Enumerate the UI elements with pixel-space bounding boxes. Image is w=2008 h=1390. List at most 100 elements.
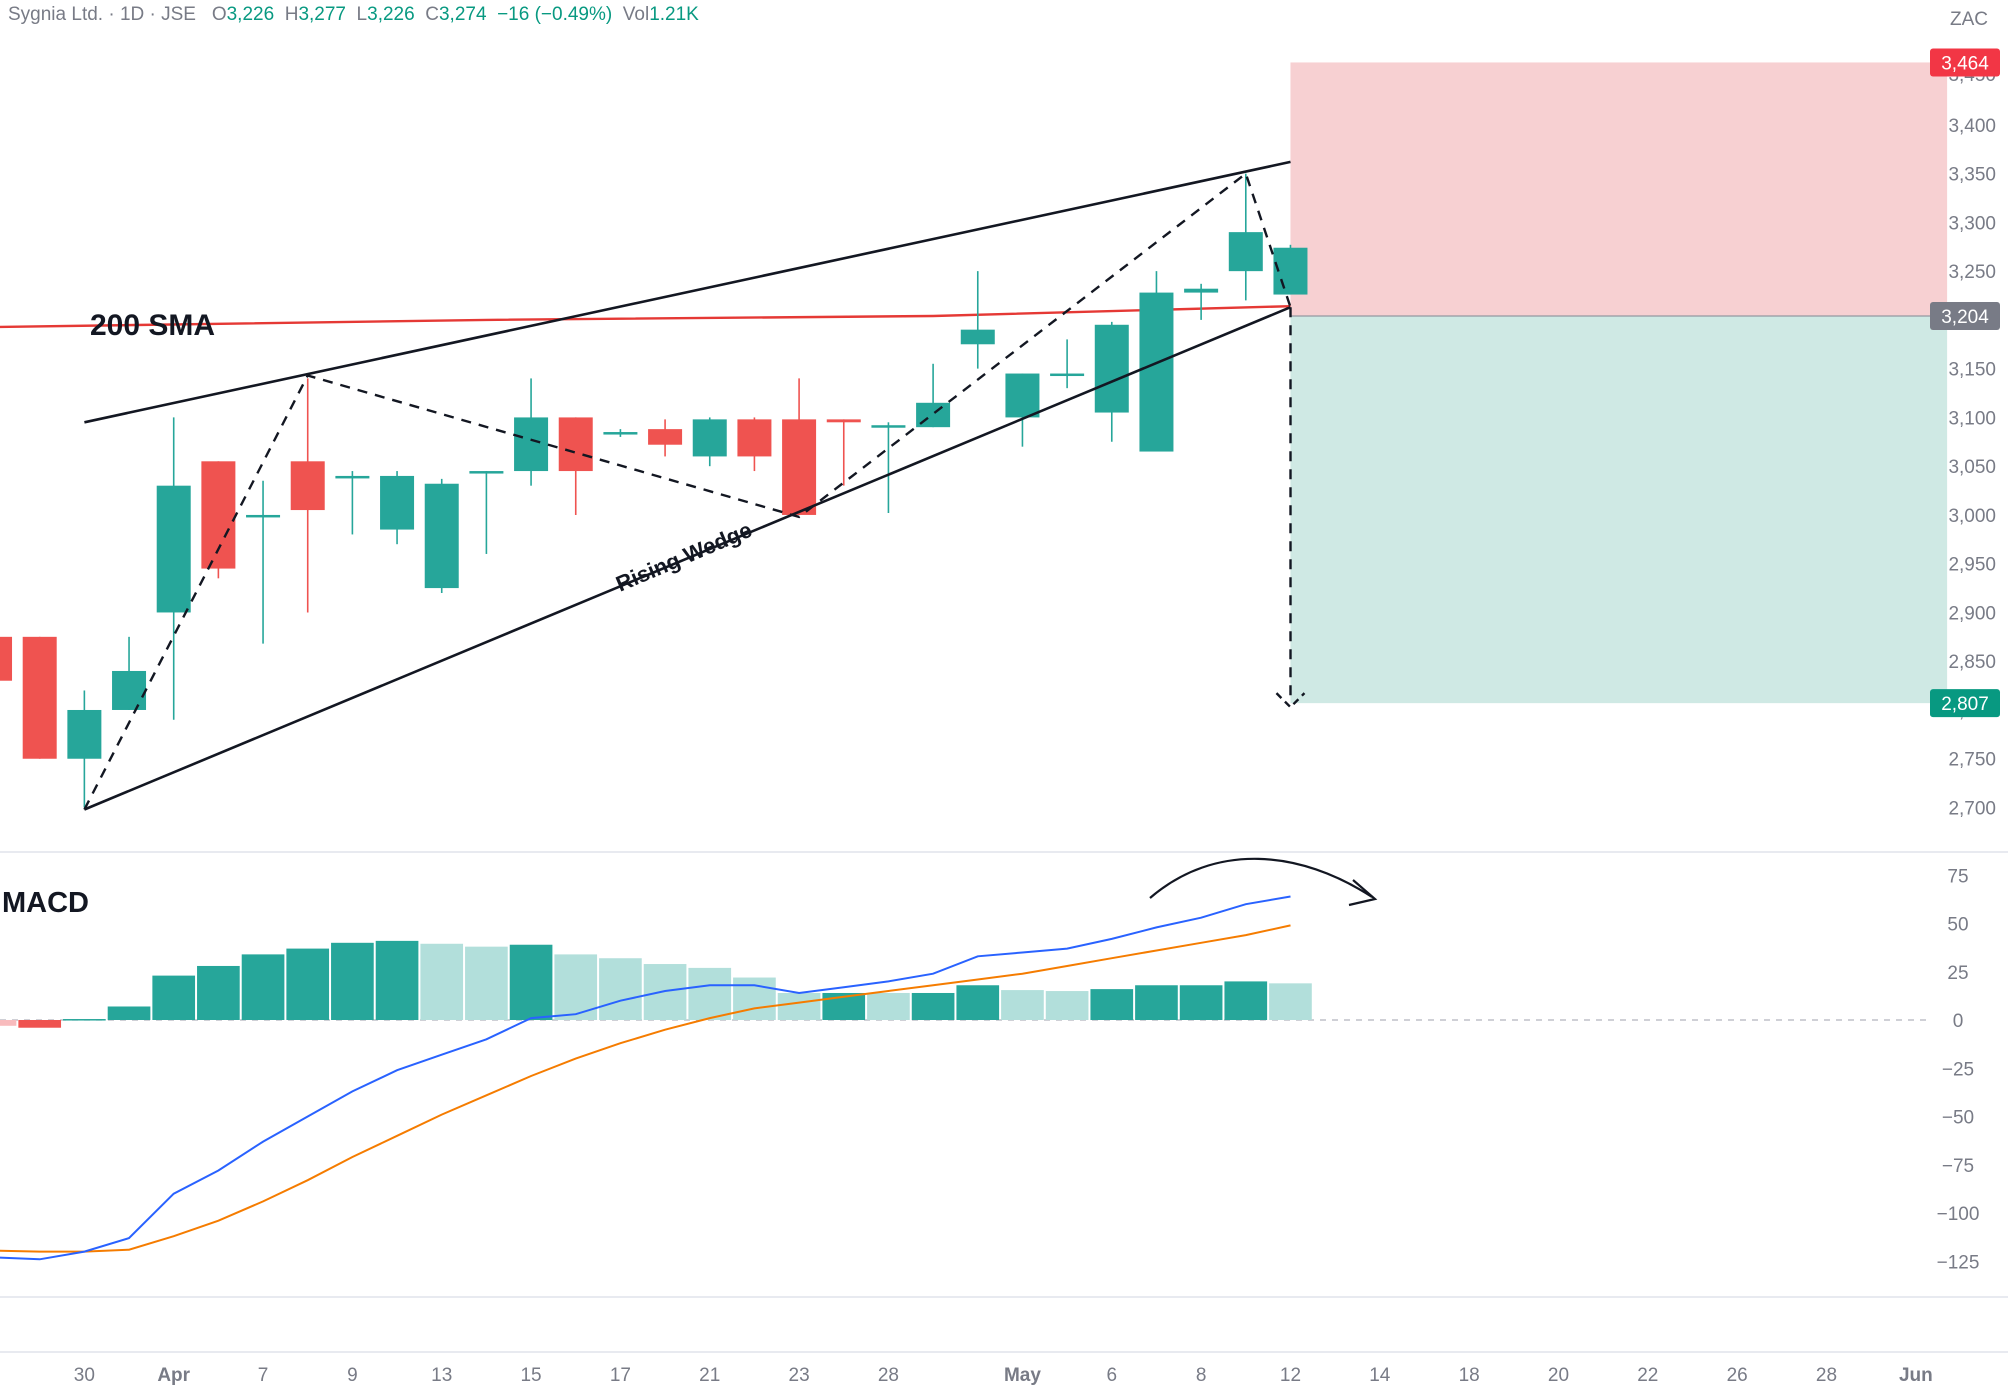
candle-body bbox=[1050, 373, 1085, 377]
candle bbox=[335, 471, 370, 535]
time-tick-label: 22 bbox=[1637, 1365, 1658, 1386]
price-tick-label: 3,400 bbox=[1948, 116, 1996, 137]
candle bbox=[826, 419, 861, 486]
time-tick-label: 13 bbox=[431, 1365, 452, 1386]
histogram-bar bbox=[911, 992, 955, 1020]
price-tick-label: 3,300 bbox=[1948, 213, 1996, 234]
histogram-bar bbox=[1135, 985, 1178, 1020]
time-tick-label: Jun bbox=[1899, 1365, 1933, 1386]
pane-separators bbox=[0, 851, 2008, 1353]
macd-title: MACD bbox=[2, 887, 89, 919]
position-zones[interactable] bbox=[1290, 62, 1948, 704]
price-tick-label: 2,700 bbox=[1948, 799, 1996, 820]
time-tick-label: 7 bbox=[258, 1365, 269, 1386]
signal-line bbox=[0, 924, 1291, 1253]
time-tick-label: 21 bbox=[699, 1365, 720, 1386]
histogram-bar bbox=[465, 946, 508, 1020]
candle-body bbox=[514, 417, 549, 472]
histogram-bar bbox=[688, 967, 732, 1020]
candle-body bbox=[826, 419, 861, 423]
candle-body bbox=[112, 670, 147, 710]
candle-body bbox=[1139, 292, 1174, 452]
price-tag-box bbox=[1930, 48, 2000, 77]
time-tick-label: 12 bbox=[1280, 1365, 1301, 1386]
candle bbox=[1005, 373, 1040, 447]
rising-wedge-label: Rising Wedge bbox=[612, 517, 755, 597]
candle bbox=[112, 636, 147, 710]
candle-body bbox=[1005, 373, 1040, 418]
candle bbox=[871, 422, 906, 513]
macd-tick-label: −100 bbox=[1937, 1204, 1980, 1225]
time-tick-label: 6 bbox=[1106, 1365, 1117, 1386]
price-tags: 3,464 3,204 2,807 bbox=[1930, 48, 2000, 718]
sma-200-line[interactable] bbox=[0, 305, 1291, 329]
histogram-bar bbox=[197, 965, 240, 1020]
time-tick-label: 26 bbox=[1727, 1365, 1748, 1386]
candle bbox=[246, 480, 281, 644]
histogram-bar bbox=[375, 940, 419, 1020]
histogram-bar bbox=[331, 942, 374, 1020]
candle-body bbox=[782, 419, 817, 515]
open-value: 3,226 bbox=[226, 4, 275, 25]
candle-body bbox=[380, 475, 415, 530]
price-tick-label: 3,050 bbox=[1948, 457, 1996, 478]
histogram-bar bbox=[107, 1006, 151, 1020]
candle bbox=[67, 690, 102, 808]
take-profit-zone bbox=[1290, 315, 1948, 704]
histogram-bar bbox=[867, 992, 910, 1020]
candle-body bbox=[67, 709, 102, 759]
macd-axis[interactable]: 75 50 25 0 −25 −50 −75 −100 −125 bbox=[1937, 866, 1980, 1273]
candle-body bbox=[22, 636, 57, 759]
symbol-name[interactable]: Sygnia Ltd. · 1D · JSE bbox=[8, 4, 196, 25]
histogram-bar bbox=[18, 1020, 62, 1028]
histogram-bar bbox=[0, 1020, 17, 1026]
candle bbox=[737, 417, 772, 472]
momentum-arrow bbox=[1149, 857, 1373, 899]
high-value: 3,277 bbox=[298, 4, 346, 25]
time-tick-label: 28 bbox=[1816, 1365, 1837, 1386]
open-label: O bbox=[211, 4, 227, 25]
histogram-bar bbox=[1045, 991, 1089, 1020]
change-value: −16 (−0.49%) bbox=[497, 4, 613, 25]
price-tick-label: 3,000 bbox=[1948, 506, 1996, 527]
time-tick-label: 28 bbox=[878, 1365, 899, 1386]
candle bbox=[1228, 173, 1263, 301]
candle-body bbox=[424, 483, 459, 589]
volume-label: Vol bbox=[622, 4, 650, 25]
candle bbox=[782, 378, 817, 515]
candle-body bbox=[201, 461, 236, 569]
candle bbox=[380, 471, 415, 545]
candle bbox=[916, 363, 951, 428]
candle bbox=[603, 429, 638, 437]
candle bbox=[1094, 321, 1129, 442]
low-label: L bbox=[356, 4, 368, 25]
candle bbox=[960, 271, 995, 369]
price-tick-label: 2,950 bbox=[1948, 555, 1996, 576]
candle bbox=[1139, 271, 1174, 452]
candle-body bbox=[469, 471, 504, 474]
price-tag-box bbox=[1930, 689, 2000, 718]
currency-label[interactable]: ZAC bbox=[1950, 9, 1988, 30]
pattern-drawings[interactable] bbox=[83, 160, 1306, 811]
histogram-bar bbox=[777, 992, 821, 1020]
candle-body bbox=[648, 429, 683, 445]
histogram-bar bbox=[241, 954, 285, 1020]
histogram-bar bbox=[152, 975, 196, 1020]
candlestick-series bbox=[0, 173, 1308, 808]
candle-body bbox=[0, 636, 13, 681]
price-tag: 3,204 bbox=[1930, 301, 2000, 330]
price-tick-label: 3,250 bbox=[1948, 262, 1996, 283]
candle-body bbox=[692, 419, 727, 457]
candle-body bbox=[1094, 324, 1129, 413]
price-tick-label: 2,900 bbox=[1948, 603, 1996, 624]
candle bbox=[22, 636, 57, 759]
macd-tick-label: −50 bbox=[1942, 1108, 1974, 1129]
macd-lines bbox=[0, 895, 1291, 1261]
candle bbox=[0, 636, 13, 681]
candle bbox=[558, 417, 593, 515]
momentum-arrowhead bbox=[1348, 879, 1378, 907]
candle-body bbox=[871, 425, 906, 428]
time-axis[interactable]: 630Apr79131517212328May6812141820222628J… bbox=[0, 1365, 1933, 1386]
time-tick-label: 23 bbox=[789, 1365, 810, 1386]
